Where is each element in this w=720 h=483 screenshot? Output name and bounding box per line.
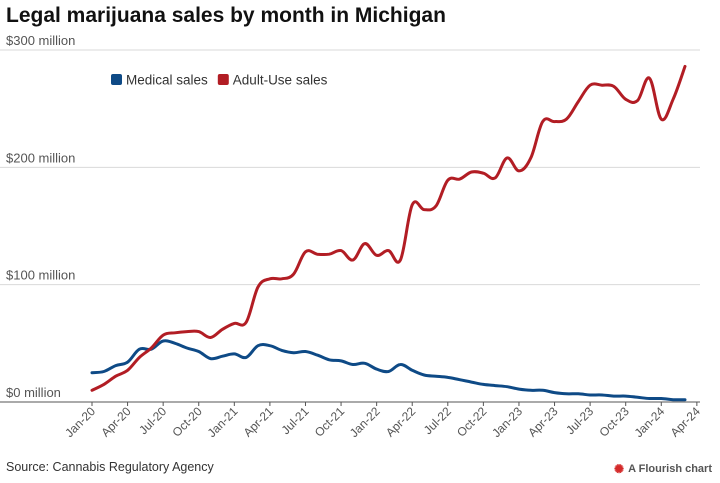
x-tick-label: Jan-21 xyxy=(205,404,241,440)
x-tick-label: Jul-21 xyxy=(279,404,312,437)
x-tick-label: Oct-21 xyxy=(312,404,348,440)
x-tick-label: Jul-20 xyxy=(136,404,169,437)
line-chart: $0 million $100 million $200 million $300 m… xyxy=(0,33,703,440)
y-tick-label: $300 million xyxy=(6,33,75,48)
y-tick-label: $200 million xyxy=(6,150,75,165)
flourish-logo-icon: ✺ xyxy=(614,462,625,476)
series-lines xyxy=(90,64,687,402)
y-tick-label: $0 million xyxy=(6,385,61,400)
y-axis: $0 million $100 million $200 million $300 m… xyxy=(6,33,75,400)
flourish-credit[interactable]: ✺ A Flourish chart xyxy=(614,463,712,475)
medical-sales-line[interactable] xyxy=(90,339,687,402)
x-tick-label: Jul-23 xyxy=(563,404,596,437)
x-tick-label: Oct-23 xyxy=(596,404,632,440)
x-tick-label: Apr-21 xyxy=(241,404,277,440)
source-note: Source: Cannabis Regulatory Agency xyxy=(6,460,214,474)
x-tick-label: Oct-20 xyxy=(169,404,205,440)
adult-use-sales-line[interactable] xyxy=(90,64,687,392)
x-tick-label: Apr-22 xyxy=(383,404,419,440)
x-tick-label: Jan-20 xyxy=(62,404,98,440)
x-tick-label: Jul-22 xyxy=(421,404,454,437)
gridlines xyxy=(0,49,700,403)
legend-label-medical-sales[interactable]: Medical sales xyxy=(126,73,208,88)
chart-title: Legal marijuana sales by month in Michig… xyxy=(6,4,446,27)
legend-label-adult-use-sales[interactable]: Adult-Use sales xyxy=(233,73,328,88)
x-axis: Jan-20 Apr-20 Jul-20 Oct-20 Jan-21 Apr-21 Jul-… xyxy=(62,402,703,440)
x-tick-label: Oct-22 xyxy=(454,404,490,440)
credit-label: A Flourish chart xyxy=(628,463,712,475)
x-tick-label: Apr-23 xyxy=(525,404,561,440)
legend-swatch-adult-use-sales xyxy=(217,74,229,85)
y-tick-label: $100 million xyxy=(6,268,75,283)
x-tick-label: Jan-22 xyxy=(347,404,383,440)
legend: Medical sales Adult-Use sales xyxy=(111,73,328,88)
x-tick-label: Apr-20 xyxy=(98,404,134,440)
x-tick-label: Jan-23 xyxy=(489,404,525,440)
x-tick-label: Jan-24 xyxy=(632,404,668,440)
x-tick-label: Apr-24 xyxy=(668,404,704,440)
legend-swatch-medical-sales xyxy=(111,74,122,85)
